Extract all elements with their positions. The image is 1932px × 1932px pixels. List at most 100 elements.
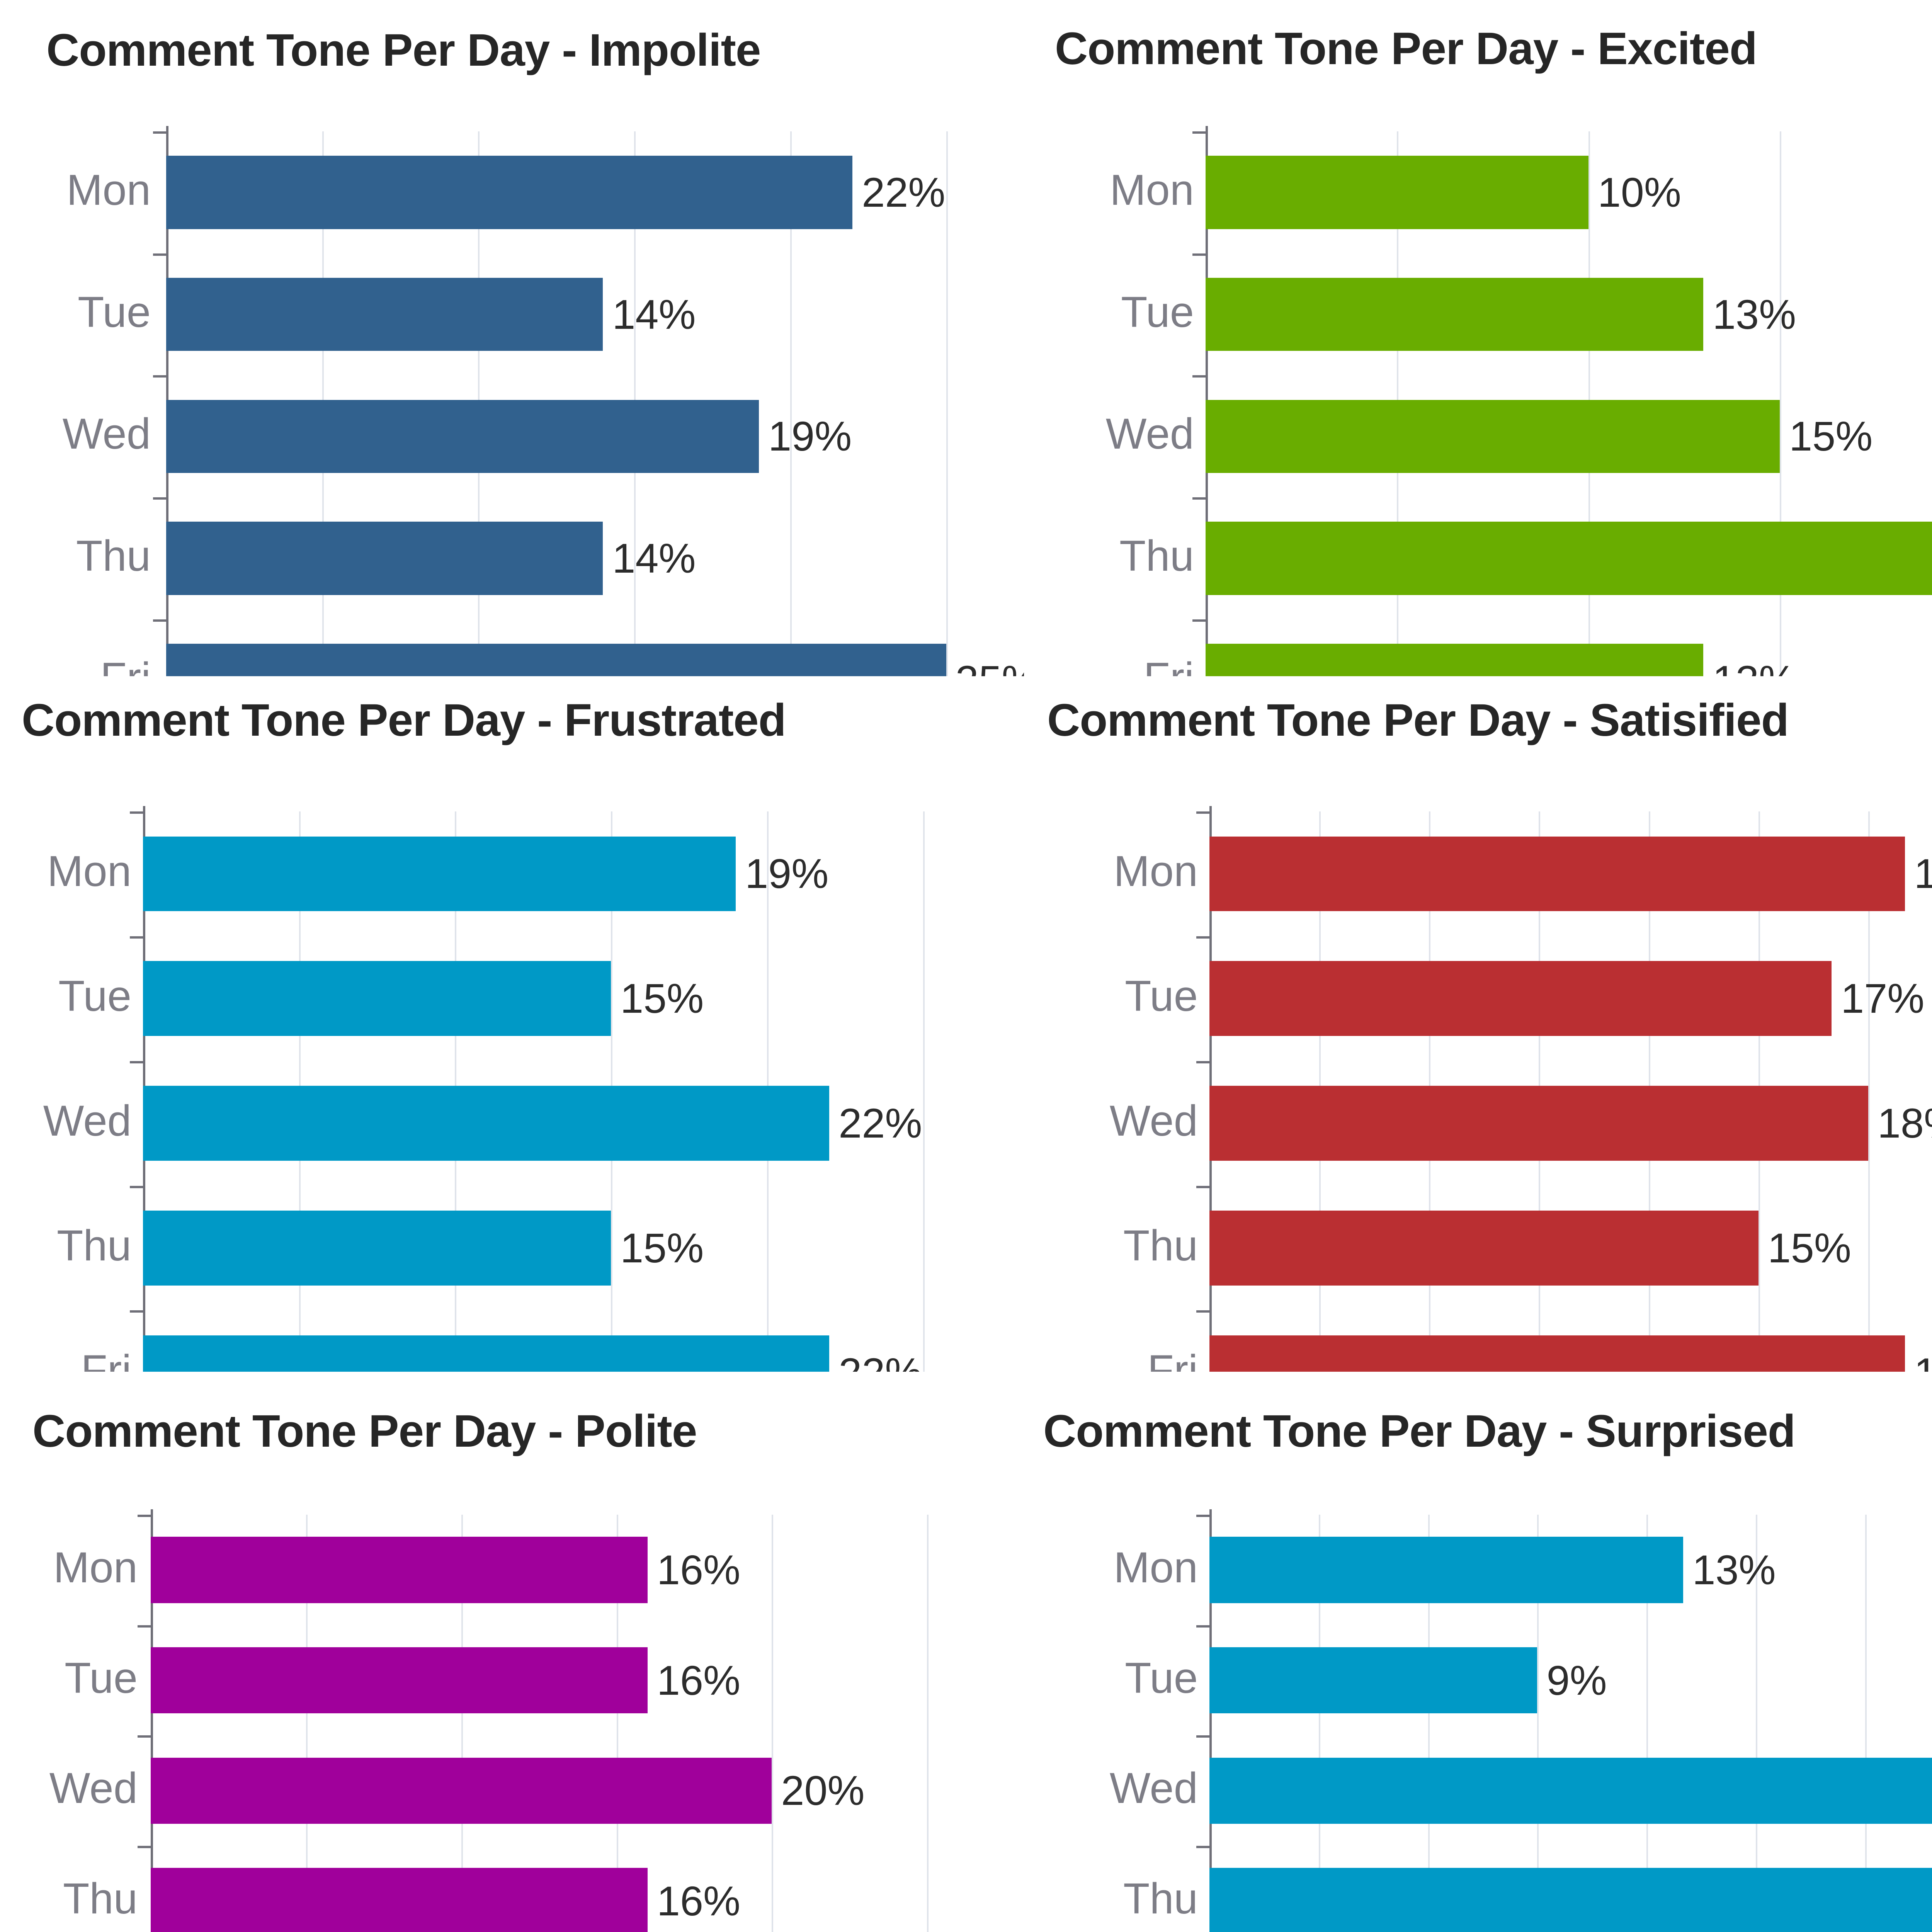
y-axis-tick <box>138 1515 151 1517</box>
bar-row[interactable]: 20% <box>1206 522 1932 595</box>
bar-row[interactable]: 17% <box>1209 961 1924 1036</box>
bar-row[interactable]: 14% <box>166 522 696 595</box>
bar-value-label: 14% <box>612 534 696 582</box>
bar-row[interactable]: 15% <box>1209 1211 1851 1286</box>
bar[interactable] <box>166 156 853 229</box>
bar-row[interactable]: 19% <box>166 400 852 473</box>
bar-value-label: 9% <box>1546 1656 1607 1704</box>
bar[interactable] <box>1209 1537 1683 1603</box>
bar[interactable] <box>166 400 759 473</box>
bar-row[interactable]: 15% <box>1206 400 1872 473</box>
y-axis-tick <box>138 1735 151 1738</box>
y-axis-tick <box>1196 1310 1209 1313</box>
y-axis-tick <box>130 1310 143 1313</box>
bar[interactable] <box>1206 277 1703 351</box>
y-axis-tick <box>1196 1846 1209 1849</box>
bar[interactable] <box>151 1647 648 1714</box>
y-axis-category-label: Mon <box>66 165 151 214</box>
bar[interactable] <box>143 836 736 912</box>
y-axis-tick <box>1192 131 1206 134</box>
y-axis-category-label: Thu <box>1123 1874 1198 1923</box>
y-axis-category-label: Thu <box>57 1221 131 1270</box>
bar[interactable] <box>143 961 611 1036</box>
y-axis-line <box>151 1509 153 1932</box>
y-axis-tick <box>153 619 166 622</box>
bar-row[interactable]: 13% <box>1206 277 1796 351</box>
bar-value-label: 13% <box>1692 1546 1776 1593</box>
bar-row[interactable]: 9% <box>1209 1647 1607 1714</box>
gridline <box>1428 1515 1430 1932</box>
y-axis-tick <box>1192 497 1206 500</box>
y-axis-category-label: Tue <box>1121 287 1194 336</box>
chart-title: Comment Tone Per Day - Satisified <box>1047 695 1789 746</box>
bar-row[interactable]: 20% <box>151 1757 865 1824</box>
y-axis-tick <box>138 1625 151 1628</box>
y-axis-category-label: Mon <box>1114 847 1198 896</box>
bar[interactable] <box>1209 1647 1537 1714</box>
bar-value-label: 18% <box>1877 1100 1932 1147</box>
chart-title: Comment Tone Per Day - Excited <box>1055 23 1757 74</box>
bar[interactable] <box>1209 836 1905 912</box>
y-axis-category-label: Wed <box>1109 1097 1198 1145</box>
bar[interactable] <box>151 1537 648 1603</box>
bar-row[interactable]: 20% <box>1209 1868 1932 1932</box>
bar[interactable] <box>151 1757 772 1824</box>
bar[interactable] <box>1209 1757 1932 1824</box>
chart-panel-satisified: Comment Tone Per Day - Satisified 19% Mon 1… <box>1024 676 1932 1752</box>
y-axis-category-label: Tue <box>58 972 131 1020</box>
bar[interactable] <box>1209 1086 1868 1161</box>
gridline <box>772 1515 774 1932</box>
bar[interactable] <box>1206 522 1932 595</box>
gridline <box>634 131 636 985</box>
y-axis-tick <box>1196 811 1209 814</box>
bar-row[interactable]: 16% <box>151 1868 740 1932</box>
bar-value-label: 14% <box>612 291 696 338</box>
y-axis-tick <box>1192 375 1206 378</box>
y-axis-category-label: Wed <box>1105 410 1194 458</box>
bar-row[interactable]: 15% <box>143 961 704 1036</box>
bar-row[interactable]: 16% <box>151 1647 740 1714</box>
bar[interactable] <box>1209 1868 1932 1932</box>
y-axis-category-label: Tue <box>1125 972 1198 1020</box>
bar-row[interactable]: 10% <box>1206 156 1681 229</box>
y-axis-tick <box>1196 1625 1209 1628</box>
bar-row[interactable]: 19% <box>143 836 828 912</box>
bar-row[interactable]: 22% <box>143 1086 922 1161</box>
bar[interactable] <box>1206 400 1780 473</box>
bar[interactable] <box>151 1868 648 1932</box>
chart-panel-polite: Comment Tone Per Day - Polite 16% Mon 16% Tu… <box>0 1372 1024 1932</box>
gridline <box>1318 1515 1320 1932</box>
bar[interactable] <box>1209 961 1832 1036</box>
bar[interactable] <box>166 522 603 595</box>
y-axis-tick <box>130 811 143 814</box>
bar-row[interactable]: 13% <box>1209 1537 1776 1603</box>
y-axis-tick <box>138 1846 151 1849</box>
bar-row[interactable]: 20% <box>1209 1757 1932 1824</box>
gridlines <box>1209 1515 1932 1932</box>
y-axis-tick <box>130 1061 143 1063</box>
bar[interactable] <box>143 1086 830 1161</box>
gridline <box>611 811 613 1685</box>
bar-row[interactable]: 18% <box>1209 1086 1932 1161</box>
y-axis-tick <box>153 253 166 256</box>
gridline <box>790 131 792 985</box>
gridline <box>461 1515 463 1932</box>
bar-row[interactable]: 14% <box>166 277 696 351</box>
bar-row[interactable]: 19% <box>1209 836 1932 912</box>
bar[interactable] <box>143 1211 611 1286</box>
bar-value-label: 15% <box>620 1224 704 1271</box>
bar[interactable] <box>1206 156 1588 229</box>
bar[interactable] <box>166 277 603 351</box>
y-axis-line <box>1209 1509 1212 1932</box>
gridline <box>306 1515 308 1932</box>
gridline <box>1865 1515 1867 1932</box>
bar-row[interactable]: 16% <box>151 1537 740 1603</box>
bar-row[interactable]: 22% <box>166 156 945 229</box>
chart-panel-frustrated: Comment Tone Per Day - Frustrated 19% Mon 1… <box>0 676 1024 1752</box>
chart-panel-surprised: Comment Tone Per Day - Surprised 13% Mon 9%… <box>1024 1372 1932 1932</box>
y-axis-category-label: Mon <box>53 1543 138 1592</box>
bar-value-label: 22% <box>838 1100 922 1147</box>
bar[interactable] <box>1209 1211 1759 1286</box>
bar-row[interactable]: 15% <box>143 1211 704 1286</box>
